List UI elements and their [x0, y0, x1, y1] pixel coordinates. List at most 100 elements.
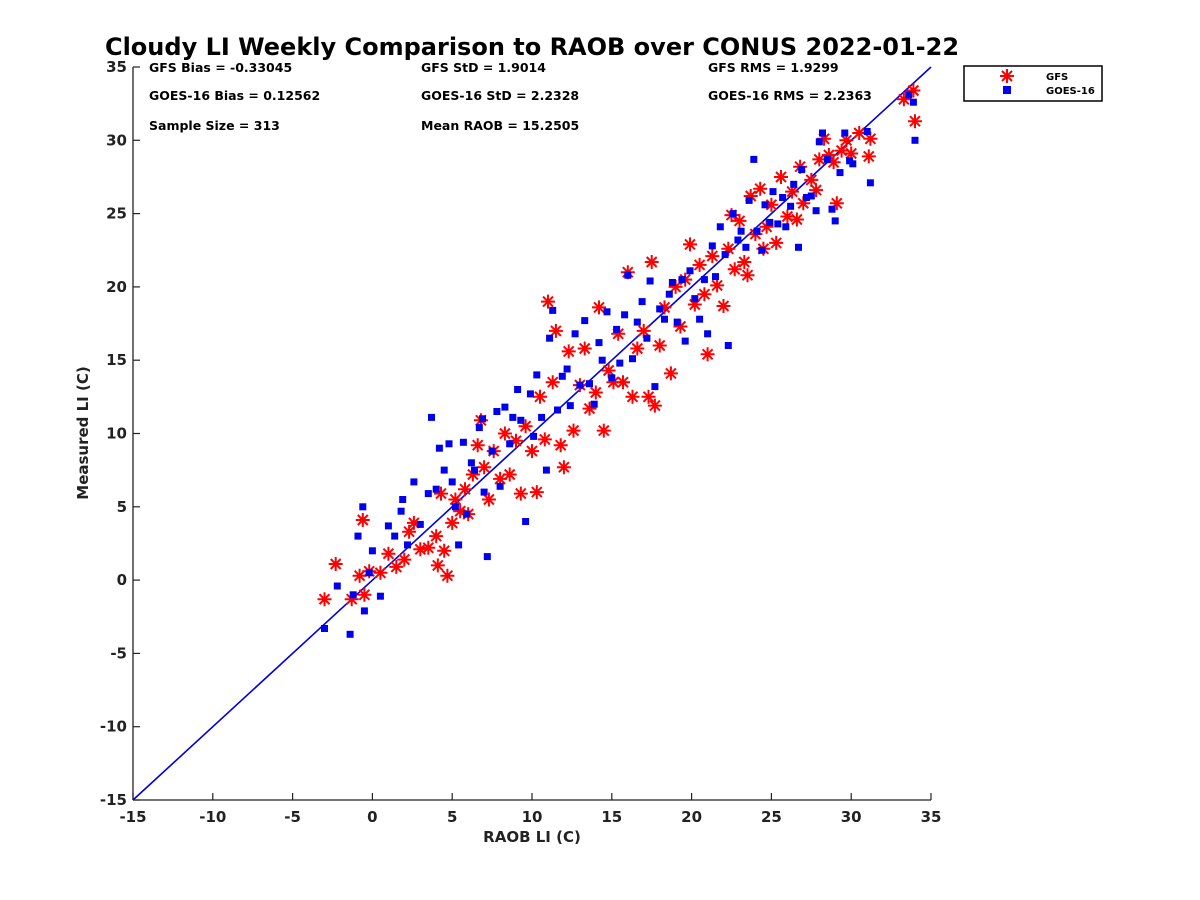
gfs-point: [809, 183, 824, 198]
gfs-rms-text: GFS RMS = 1.9299: [708, 60, 839, 75]
goes16-point: [700, 276, 708, 284]
gfs-point: [844, 146, 859, 161]
goes16-point: [651, 383, 659, 391]
gfs-point: [683, 237, 697, 252]
gfs-point: [402, 524, 417, 539]
legend: GFS GOES-16: [963, 65, 1103, 102]
gfs-point: [705, 249, 720, 264]
goes16-point: [716, 223, 724, 231]
goes16-point: [533, 371, 541, 379]
gfs-point: [561, 344, 576, 359]
goes16-point: [681, 337, 689, 345]
gfs-point: [553, 438, 568, 453]
gfs-point: [821, 148, 836, 162]
goes16-point: [459, 438, 467, 446]
goes16-point: [467, 459, 475, 467]
goes16-point: [812, 207, 820, 215]
goes16-point: [761, 201, 769, 209]
goes16-point: [608, 374, 616, 382]
goes16-point: [506, 440, 514, 448]
gfs-point: [769, 235, 784, 250]
goes16-point: [668, 279, 676, 286]
gfs-point: [502, 467, 517, 482]
goes16-point: [376, 592, 384, 600]
goes16-point: [538, 413, 546, 421]
gfs-point: [906, 83, 921, 98]
gfs-point: [740, 268, 755, 283]
gfs-point: [373, 565, 388, 580]
gfs-point: [317, 592, 332, 607]
x-tick-label: -5: [284, 808, 301, 826]
goes16-point: [721, 251, 729, 259]
x-axis-label: RAOB LI (C): [483, 828, 581, 846]
statistics-block: GFS Bias = -0.33045 GFS StD = 1.9014 GFS…: [149, 60, 872, 133]
gfs-point: [429, 529, 444, 544]
y-tick-label: -5: [110, 644, 127, 662]
goes16-point: [691, 295, 699, 303]
x-tick-label: 15: [601, 808, 622, 826]
gfs-point: [863, 131, 878, 146]
x-tick-label: 10: [522, 808, 543, 826]
y-tick-label: 25: [106, 205, 127, 223]
goes16-point: [360, 607, 368, 615]
goes16-point: [410, 478, 418, 486]
goes16-point: [397, 507, 405, 515]
goes16-point: [742, 243, 750, 251]
goes16-point: [646, 277, 654, 285]
gfs-point: [453, 504, 468, 519]
goes16-point: [368, 547, 376, 555]
gfs-point: [673, 319, 688, 334]
goes16-point: [404, 541, 411, 549]
goes16-point: [471, 466, 478, 474]
goes16-point: [399, 496, 407, 503]
gfs-point: [697, 287, 712, 302]
gfs-point: [804, 172, 819, 187]
goes16-point: [501, 403, 509, 411]
legend-goes16-marker-icon: [1003, 86, 1011, 94]
goes16-point: [526, 390, 534, 398]
gfs-point: [513, 486, 528, 501]
goes16-point: [750, 155, 758, 163]
goes16-point: [621, 311, 629, 319]
goes16-point: [448, 478, 456, 486]
gfs-point: [381, 546, 396, 561]
goes16-point: [795, 243, 802, 251]
goes16-point: [384, 522, 392, 530]
x-tick-label: 0: [367, 808, 377, 826]
goes16-point: [686, 267, 694, 275]
gfs-point: [458, 482, 472, 497]
gfs-point: [606, 375, 621, 390]
gfs-point: [817, 131, 832, 146]
goes16-point: [841, 129, 849, 137]
x-tick-label: 35: [921, 808, 942, 826]
goes16-point: [509, 413, 517, 421]
goes16-point: [624, 271, 632, 279]
gfs-point: [636, 323, 651, 338]
goes16-point: [790, 180, 798, 188]
goes16-point: [661, 315, 668, 323]
gfs-point: [737, 255, 752, 269]
goes16-point: [819, 129, 826, 137]
goes16-point: [576, 381, 584, 389]
gfs-point: [481, 492, 496, 507]
plot-area: [132, 66, 932, 801]
gfs-std-text: GFS StD = 1.9014: [421, 60, 546, 75]
goes16-point: [911, 136, 919, 144]
goes16-point: [416, 520, 424, 528]
goes16-point: [598, 356, 606, 364]
goes16-point: [782, 223, 790, 231]
gfs-point: [566, 423, 581, 438]
goes16-point: [354, 532, 362, 540]
gfs-point: [548, 323, 563, 338]
goes16-point: [391, 532, 399, 540]
gfs-point: [789, 212, 804, 227]
gfs-point: [357, 587, 372, 602]
gfs-point: [525, 444, 539, 459]
goes16-point: [753, 227, 761, 235]
gfs-point: [829, 196, 844, 211]
goes16-point: [586, 380, 593, 388]
gfs-point: [641, 389, 656, 404]
goes16-point: [493, 408, 501, 415]
gfs-point: [493, 471, 508, 486]
gfs-point: [434, 486, 448, 501]
